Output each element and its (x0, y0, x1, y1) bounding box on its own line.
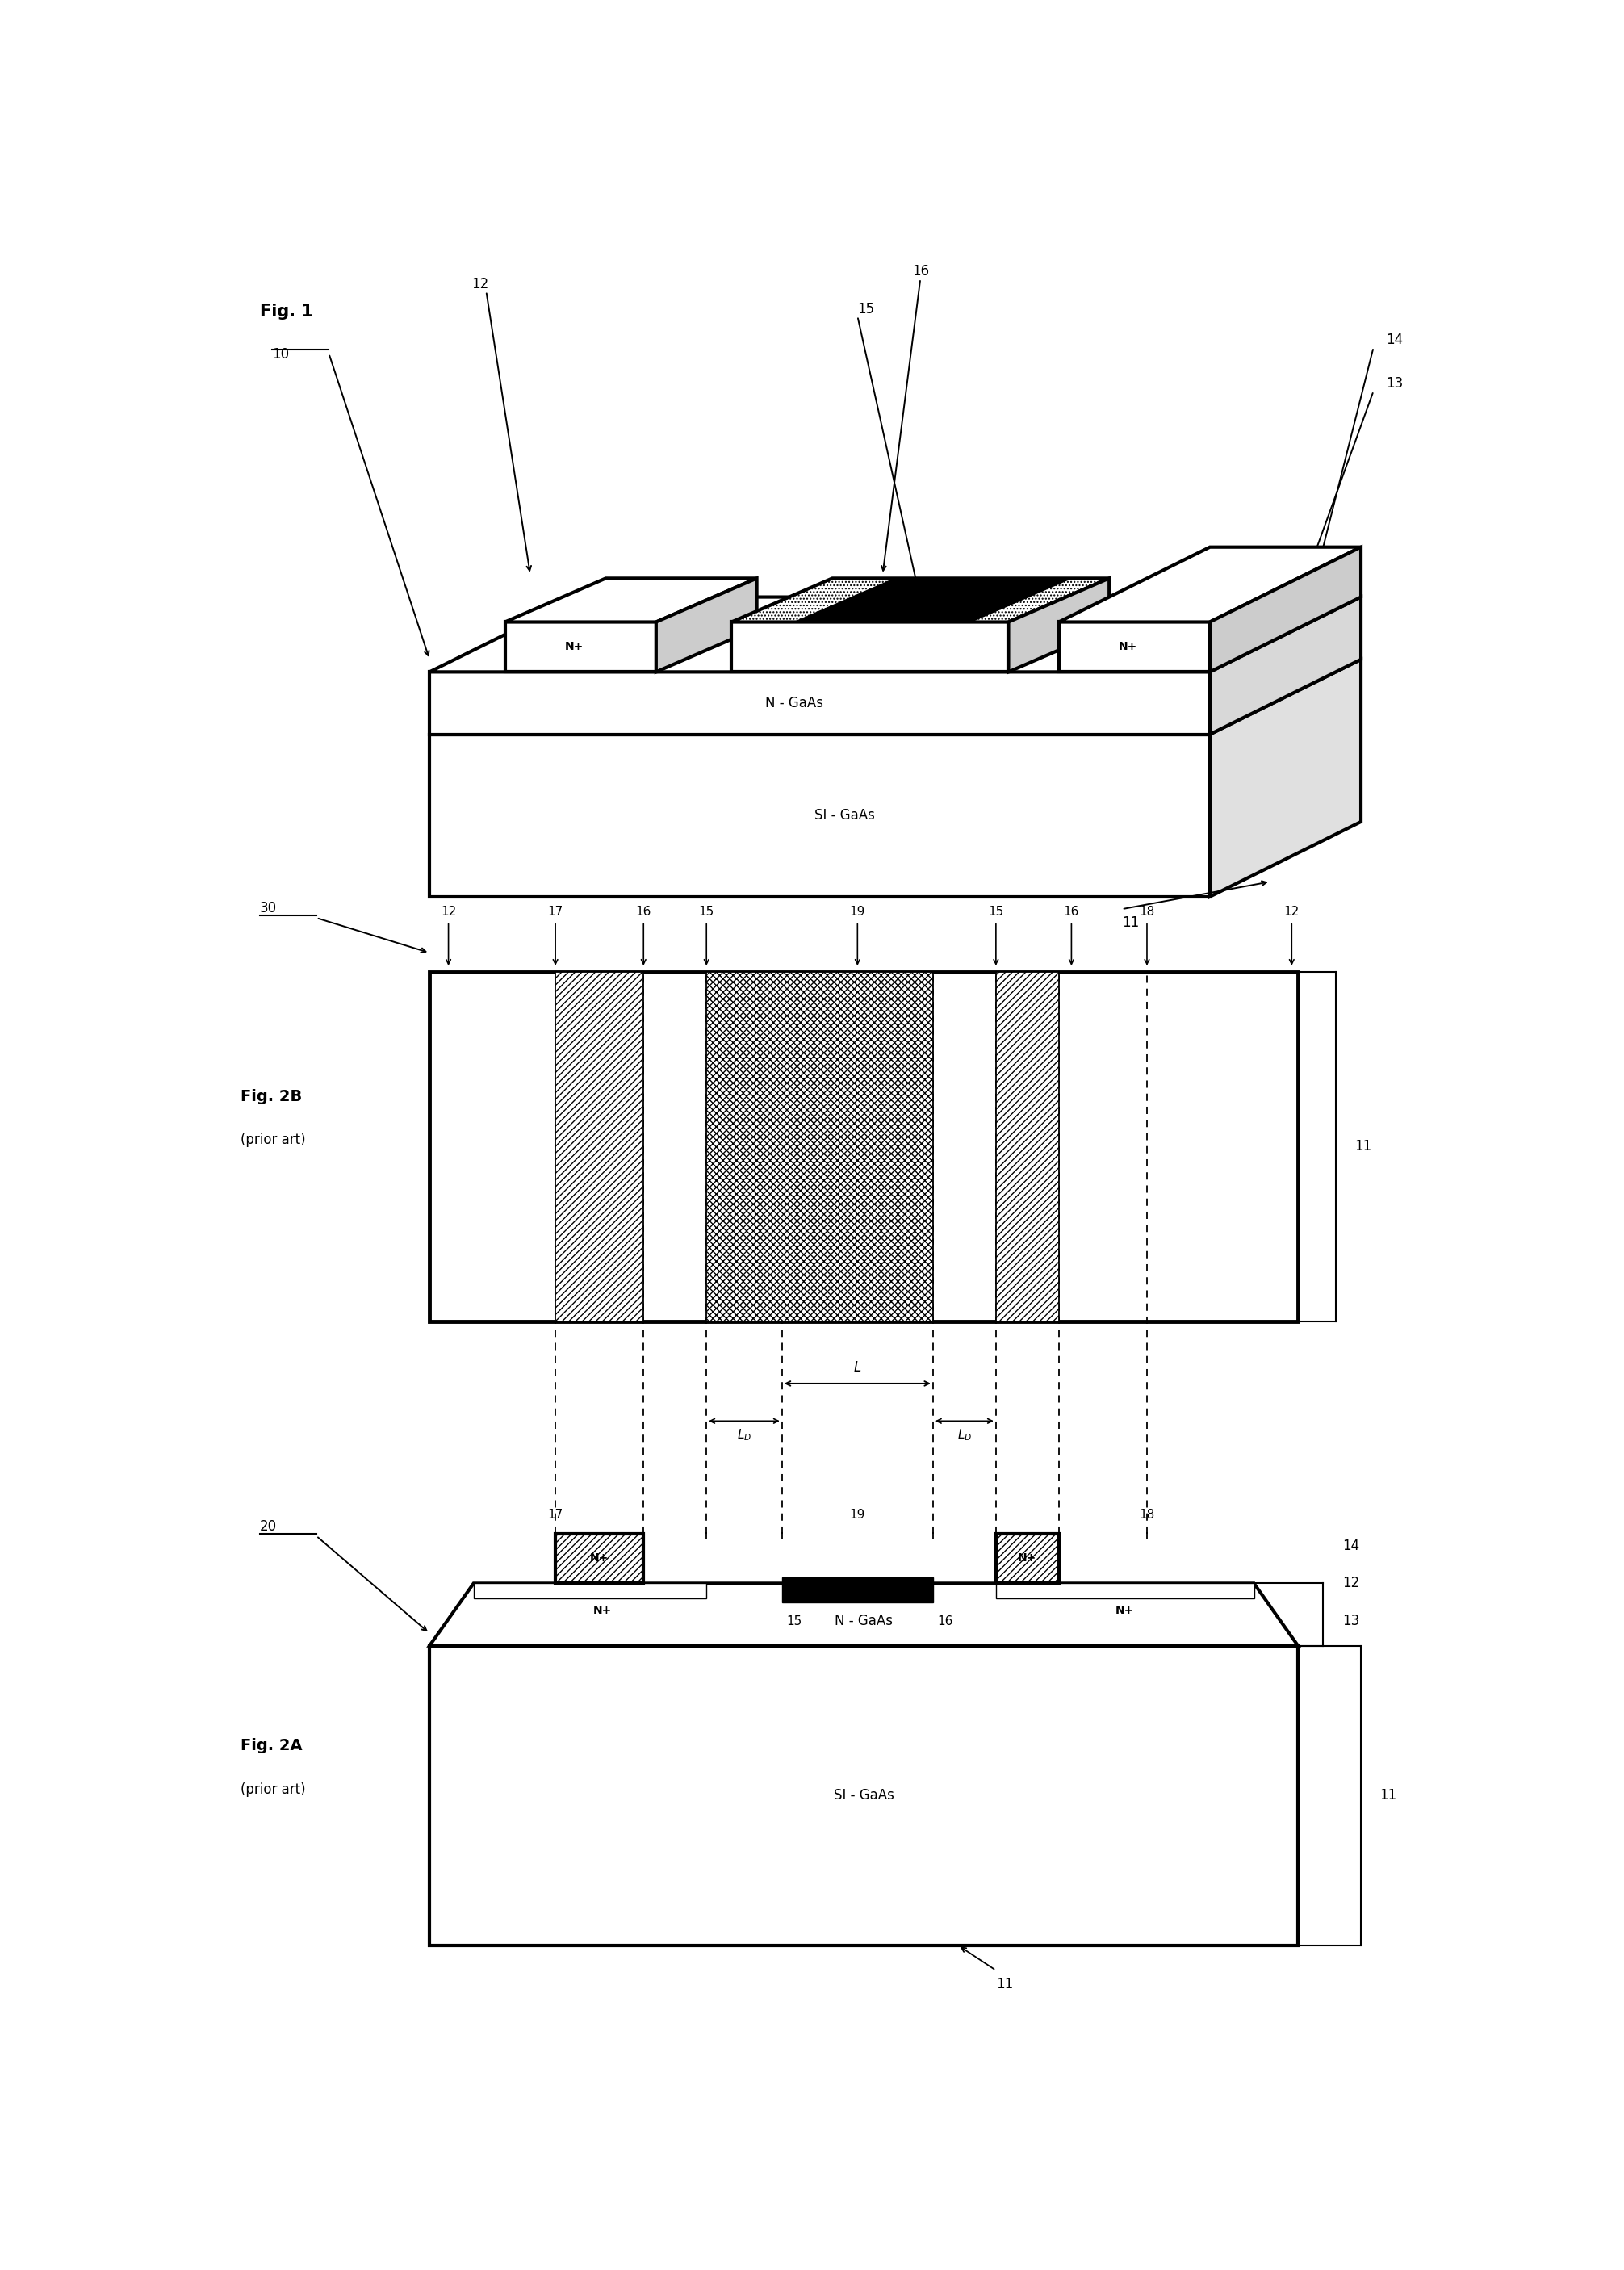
Text: N+: N+ (565, 642, 583, 651)
Polygon shape (1059, 547, 1361, 622)
Text: 16: 16 (913, 263, 929, 279)
Bar (429, 672, 1210, 735)
Text: 11: 11 (1122, 915, 1138, 931)
Text: N+: N+ (593, 1605, 612, 1616)
Text: Fig. 2A: Fig. 2A (240, 1739, 302, 1752)
Text: 19: 19 (849, 906, 866, 917)
Polygon shape (505, 579, 757, 622)
Polygon shape (1210, 547, 1361, 672)
Text: N+: N+ (590, 1553, 609, 1564)
Polygon shape (656, 579, 757, 672)
Bar (555, 1535, 643, 1584)
Text: (prior art): (prior art) (240, 1782, 305, 1796)
Text: 20: 20 (260, 1519, 276, 1535)
Text: N+: N+ (1119, 642, 1137, 651)
Text: 19: 19 (849, 1510, 866, 1521)
Text: 17: 17 (547, 906, 564, 917)
Bar (429, 972, 1298, 1321)
Text: Fig. 2B: Fig. 2B (240, 1090, 302, 1103)
Text: 11: 11 (1380, 1789, 1397, 1802)
Polygon shape (429, 661, 1361, 735)
Text: 16: 16 (635, 906, 651, 917)
Polygon shape (429, 1584, 1298, 1646)
Polygon shape (429, 597, 1361, 672)
Text: (prior art): (prior art) (240, 1133, 305, 1146)
Text: 16: 16 (1064, 906, 1080, 917)
Text: 13: 13 (1341, 1614, 1359, 1628)
Polygon shape (1210, 661, 1361, 897)
Bar (1059, 622, 1210, 672)
Text: Fig. 1: Fig. 1 (260, 304, 313, 320)
Text: 17: 17 (547, 1510, 564, 1521)
Text: 14: 14 (1385, 334, 1403, 347)
Bar (731, 622, 1009, 672)
Polygon shape (794, 579, 1072, 622)
Text: 13: 13 (1385, 377, 1403, 390)
Text: 12: 12 (471, 277, 489, 291)
Text: 11: 11 (1354, 1140, 1372, 1153)
Text: 12: 12 (440, 906, 456, 917)
Text: $L_D$: $L_D$ (737, 1428, 752, 1441)
Polygon shape (1210, 597, 1361, 735)
Text: 12: 12 (1285, 906, 1299, 917)
Text: 11: 11 (996, 1977, 1013, 1991)
Bar (474, 1584, 706, 1598)
Text: 16: 16 (937, 1614, 953, 1628)
Text: N - GaAs: N - GaAs (765, 697, 823, 711)
Text: SI - GaAs: SI - GaAs (815, 808, 875, 822)
Bar (783, 1578, 932, 1603)
Bar (706, 972, 932, 1321)
Bar (429, 735, 1210, 897)
Text: 30: 30 (260, 901, 276, 915)
Text: $L_D$: $L_D$ (957, 1428, 971, 1441)
Text: N+: N+ (1116, 1605, 1134, 1616)
Text: 10: 10 (273, 347, 289, 361)
Text: SI - GaAs: SI - GaAs (833, 1789, 893, 1802)
Bar (429, 1646, 1298, 1945)
Text: 12: 12 (1341, 1575, 1359, 1591)
Bar (996, 972, 1059, 1321)
Text: 15: 15 (698, 906, 715, 917)
Polygon shape (1009, 579, 1109, 672)
Polygon shape (731, 579, 1109, 622)
Text: N+: N+ (1018, 1553, 1036, 1564)
Text: 15: 15 (857, 302, 874, 316)
Text: L: L (854, 1360, 861, 1376)
Text: 15: 15 (987, 906, 1004, 917)
Bar (555, 972, 643, 1321)
Text: 15: 15 (786, 1614, 802, 1628)
Text: 18: 18 (1138, 1510, 1155, 1521)
Text: N - GaAs: N - GaAs (835, 1614, 893, 1628)
Bar (505, 622, 656, 672)
Bar (996, 1584, 1254, 1598)
Text: 14: 14 (1341, 1539, 1359, 1553)
Text: 18: 18 (1138, 906, 1155, 917)
Bar (996, 1535, 1059, 1584)
